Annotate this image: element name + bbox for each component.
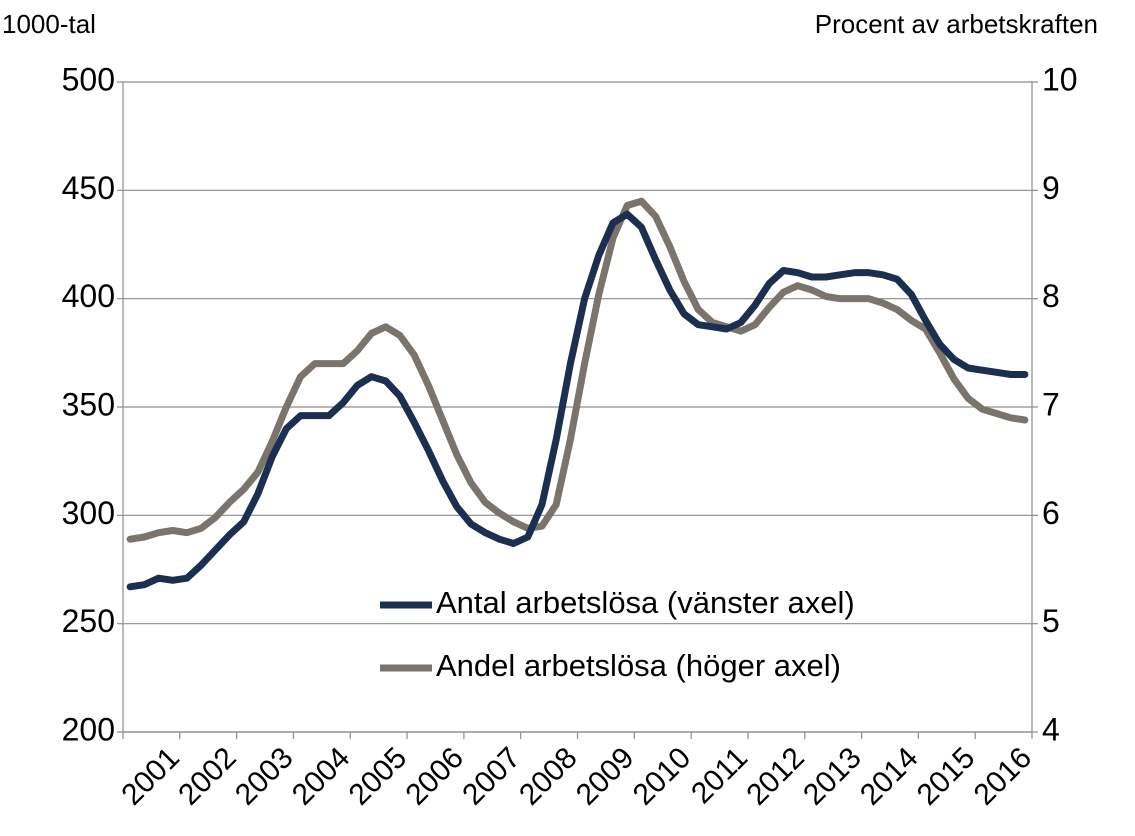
x-tick-label: 2001	[115, 741, 186, 812]
legend-label: Andel arbetslösa (höger axel)	[436, 648, 841, 683]
x-tick-label: 2011	[685, 741, 754, 810]
x-tick-label: 2010	[627, 741, 698, 812]
x-tick-label: 2003	[229, 741, 300, 812]
x-tick-label: 2008	[513, 741, 584, 812]
y2-tick-label: 5	[1042, 603, 1060, 639]
x-tick-label: 2002	[172, 741, 243, 812]
y-tick-label: 200	[62, 711, 115, 747]
line-series	[126, 197, 1029, 543]
x-tick-label: 2015	[911, 741, 982, 812]
x-tick-label: 2012	[740, 741, 811, 812]
y-tick-label: 500	[62, 61, 115, 97]
y2-axis-title: Procent av arbetskraften	[815, 9, 1098, 39]
y2-tick-label: 4	[1042, 711, 1060, 747]
x-tick-label: 2006	[399, 741, 470, 812]
y-axis-title: 1000-tal	[2, 9, 96, 39]
legend-label: Antal arbetslösa (vänster axel)	[436, 585, 855, 620]
x-tick-label: 2004	[286, 741, 357, 812]
x-tick-label: 2007	[456, 741, 527, 812]
y2-tick-label: 9	[1042, 170, 1060, 206]
y-tick-label: 300	[62, 495, 115, 531]
x-tick-label: 2013	[797, 741, 868, 812]
y-tick-label: 250	[62, 603, 115, 639]
y2-tick-label: 7	[1042, 386, 1060, 422]
y2-tick-label: 10	[1042, 61, 1078, 97]
y2-tick-label: 8	[1042, 278, 1060, 314]
y-tick-label: 350	[62, 386, 115, 422]
y-tick-label: 400	[62, 278, 115, 314]
y2-tick-label: 6	[1042, 495, 1060, 531]
y-tick-label: 450	[62, 170, 115, 206]
x-tick-label: 2016	[968, 741, 1039, 812]
x-tick-label: 2009	[570, 741, 641, 812]
x-tick-label: 2005	[343, 741, 414, 812]
x-tick-label: 2014	[854, 741, 925, 812]
line-series	[126, 210, 1029, 591]
